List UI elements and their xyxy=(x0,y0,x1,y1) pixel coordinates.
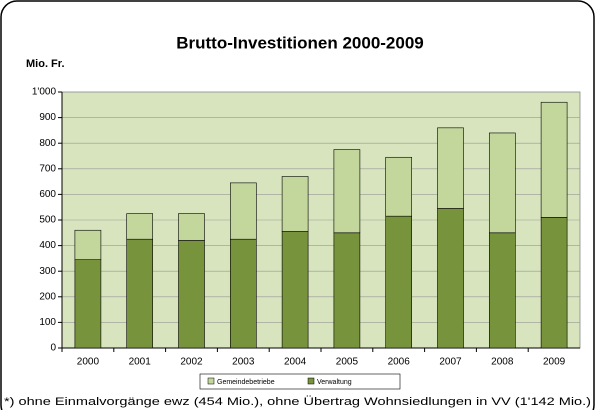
x-tick-label: 2000 xyxy=(77,357,100,368)
y-tick-label: 100 xyxy=(39,317,56,328)
y-tick-label: 900 xyxy=(39,112,56,123)
x-tick-label: 2007 xyxy=(439,357,462,368)
legend-label: Gemeindebetriebe xyxy=(217,379,275,386)
bar-segment xyxy=(333,232,361,349)
y-tick-label: 0 xyxy=(50,343,56,354)
bar-segment xyxy=(488,132,516,234)
bar-segment xyxy=(281,231,309,349)
bar-segment xyxy=(178,240,205,349)
legend-swatch xyxy=(307,377,315,385)
x-tick-label: 2001 xyxy=(129,357,152,368)
bar-segment xyxy=(333,149,361,234)
y-tick-label: 300 xyxy=(39,266,56,277)
y-tick-label: 600 xyxy=(39,189,56,200)
chart-title: Brutto-Investitionen 2000-2009 xyxy=(176,33,424,52)
bar-segment xyxy=(437,208,464,349)
y-tick-label: 200 xyxy=(39,291,56,302)
x-tick-label: 2006 xyxy=(388,357,411,368)
bar-segment xyxy=(230,238,257,349)
bar-segment xyxy=(385,215,413,349)
bar-segment xyxy=(437,127,464,209)
y-tick-label: 800 xyxy=(39,138,56,149)
bar-segment xyxy=(540,101,568,218)
x-tick-label: 2005 xyxy=(336,357,359,368)
x-tick-label: 2002 xyxy=(180,357,203,368)
bar-segment xyxy=(178,213,205,241)
legend-swatch xyxy=(207,377,215,385)
bar-segment xyxy=(488,232,516,349)
legend-box xyxy=(199,373,401,390)
bar-segment xyxy=(540,217,568,349)
x-tick-label: 2003 xyxy=(232,357,255,368)
y-tick-label: 700 xyxy=(39,163,56,174)
y-tick-label: 400 xyxy=(39,240,56,251)
bar-segment xyxy=(230,182,257,240)
legend-label: Verwaltung xyxy=(317,379,352,386)
footnote: *) ohne Einmalvorgänge ewz (454 Mio.), o… xyxy=(4,396,591,408)
bar-segment xyxy=(74,229,102,260)
bar-segment xyxy=(385,156,413,217)
x-tick-label: 2008 xyxy=(491,357,514,368)
y-tick-label: 500 xyxy=(39,215,56,226)
bar-segment xyxy=(126,213,153,240)
x-tick-label: 2004 xyxy=(284,357,307,368)
y-tick-label: 1'000 xyxy=(32,87,57,98)
bar-segment xyxy=(281,176,309,232)
bar-segment xyxy=(126,238,153,349)
bar-segment xyxy=(74,259,102,349)
x-tick-label: 2009 xyxy=(543,357,566,368)
y-axis-label: Mio. Fr. xyxy=(26,58,65,70)
